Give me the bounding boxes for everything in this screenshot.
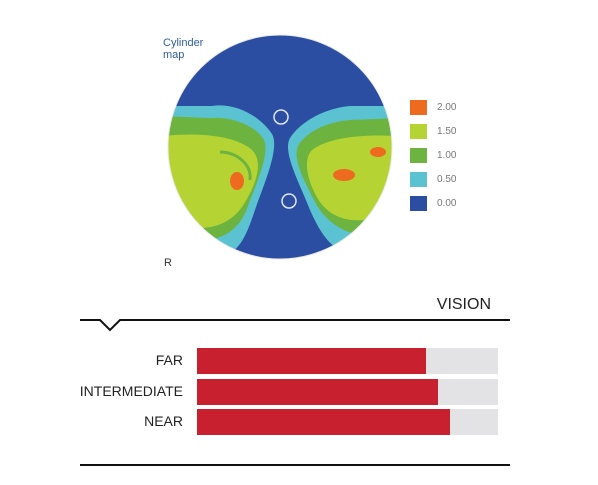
- fitting-cross-marker: [273, 109, 289, 125]
- bar-label: NEAR: [144, 413, 183, 429]
- vision-bar-row-near: NEAR: [0, 409, 598, 435]
- map-caption: Cylinder map: [163, 37, 204, 61]
- section-divider: [80, 319, 510, 332]
- near-reference-marker: [281, 193, 297, 209]
- zone-1-50-left: [168, 134, 258, 228]
- legend-swatch: [410, 196, 427, 211]
- zone-2-00-left: [230, 172, 244, 190]
- bottom-rule: [80, 464, 510, 466]
- bar-fill: [197, 409, 450, 435]
- bar-label: INTERMEDIATE: [79, 383, 183, 399]
- vision-title: VISION: [436, 296, 491, 313]
- legend-label: 0.50: [437, 174, 457, 185]
- legend-label: 1.00: [437, 150, 457, 161]
- eye-label: R: [164, 257, 172, 269]
- legend-label: 1.50: [437, 126, 457, 137]
- bar-label: FAR: [155, 352, 183, 368]
- legend-swatch: [410, 148, 427, 163]
- bar-track: [197, 409, 498, 435]
- bar-fill: [197, 348, 426, 374]
- zone-2-00-right: [333, 169, 355, 181]
- vision-bar-row-intermediate: INTERMEDIATE: [0, 379, 598, 405]
- legend-label: 0.00: [437, 198, 457, 209]
- legend-swatch: [410, 124, 427, 139]
- zone-2-00-right-top: [370, 147, 386, 157]
- bar-track: [197, 348, 498, 374]
- vision-bar-row-far: FAR: [0, 348, 598, 374]
- legend-label: 2.00: [437, 102, 457, 113]
- legend-swatch: [410, 100, 427, 115]
- lens-outline: [167, 34, 393, 260]
- zone-1-00-left-inner: [219, 150, 252, 181]
- cylinder-map: [167, 34, 393, 260]
- bar-track: [197, 379, 498, 405]
- legend-swatch: [410, 172, 427, 187]
- bar-fill: [197, 379, 438, 405]
- divider-line-with-notch: [80, 319, 510, 332]
